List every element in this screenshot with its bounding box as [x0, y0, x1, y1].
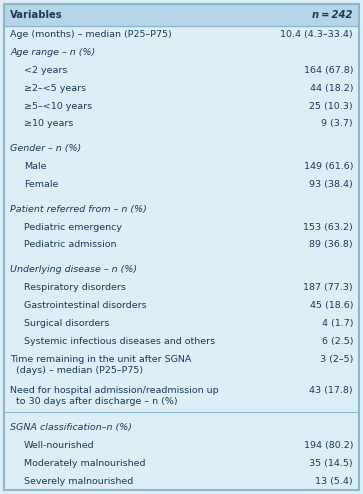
Text: 13 (5.4): 13 (5.4) — [315, 477, 353, 486]
Text: Underlying disease – n (%): Underlying disease – n (%) — [10, 265, 137, 274]
Text: Gastrointestinal disorders: Gastrointestinal disorders — [24, 301, 147, 310]
Text: <2 years: <2 years — [24, 66, 68, 75]
Text: Systemic infectious diseases and others: Systemic infectious diseases and others — [24, 336, 215, 346]
Text: Gender – n (%): Gender – n (%) — [10, 144, 81, 153]
Text: 93 (38.4): 93 (38.4) — [309, 180, 353, 189]
Text: 187 (77.3): 187 (77.3) — [303, 283, 353, 292]
Text: Patient referred from – n (%): Patient referred from – n (%) — [10, 205, 147, 214]
Text: Female: Female — [24, 180, 58, 189]
Text: Surgical disorders: Surgical disorders — [24, 319, 109, 328]
Text: 164 (67.8): 164 (67.8) — [303, 66, 353, 75]
Text: to 30 days after discharge – n (%): to 30 days after discharge – n (%) — [16, 397, 178, 406]
Text: 9 (3.7): 9 (3.7) — [321, 120, 353, 128]
Text: Severely malnourished: Severely malnourished — [24, 477, 133, 486]
Text: Well-nourished: Well-nourished — [24, 441, 95, 450]
Text: ≥2–<5 years: ≥2–<5 years — [24, 84, 86, 93]
Text: 10.4 (4.3–33.4): 10.4 (4.3–33.4) — [280, 31, 353, 40]
Text: Need for hospital admission/readmission up: Need for hospital admission/readmission … — [10, 386, 219, 395]
Text: 25 (10.3): 25 (10.3) — [309, 102, 353, 111]
Text: Variables: Variables — [10, 10, 63, 20]
Text: 43 (17.8): 43 (17.8) — [309, 386, 353, 395]
Text: 35 (14.5): 35 (14.5) — [309, 459, 353, 468]
Text: Male: Male — [24, 162, 46, 171]
Text: Age (months) – median (P25–P75): Age (months) – median (P25–P75) — [10, 31, 172, 40]
Text: Time remaining in the unit after SGNA: Time remaining in the unit after SGNA — [10, 355, 191, 364]
Text: Respiratory disorders: Respiratory disorders — [24, 283, 126, 292]
Text: Pediatric admission: Pediatric admission — [24, 241, 117, 249]
Text: 45 (18.6): 45 (18.6) — [310, 301, 353, 310]
Text: ≥10 years: ≥10 years — [24, 120, 73, 128]
Text: 44 (18.2): 44 (18.2) — [310, 84, 353, 93]
Text: Age range – n (%): Age range – n (%) — [10, 48, 95, 57]
Text: Moderately malnourished: Moderately malnourished — [24, 459, 146, 468]
Text: 149 (61.6): 149 (61.6) — [303, 162, 353, 171]
Text: Pediatric emergency: Pediatric emergency — [24, 223, 122, 232]
Text: 89 (36.8): 89 (36.8) — [309, 241, 353, 249]
Text: (days) – median (P25–P75): (days) – median (P25–P75) — [16, 367, 143, 375]
Text: n = 242: n = 242 — [313, 10, 353, 20]
Bar — [4, 4, 359, 26]
Text: 153 (63.2): 153 (63.2) — [303, 223, 353, 232]
Text: 6 (2.5): 6 (2.5) — [322, 336, 353, 346]
Text: ≥5–<10 years: ≥5–<10 years — [24, 102, 92, 111]
Text: 4 (1.7): 4 (1.7) — [322, 319, 353, 328]
Text: 3 (2–5): 3 (2–5) — [320, 355, 353, 364]
Text: 194 (80.2): 194 (80.2) — [303, 441, 353, 450]
Text: SGNA classification–n (%): SGNA classification–n (%) — [10, 423, 132, 432]
